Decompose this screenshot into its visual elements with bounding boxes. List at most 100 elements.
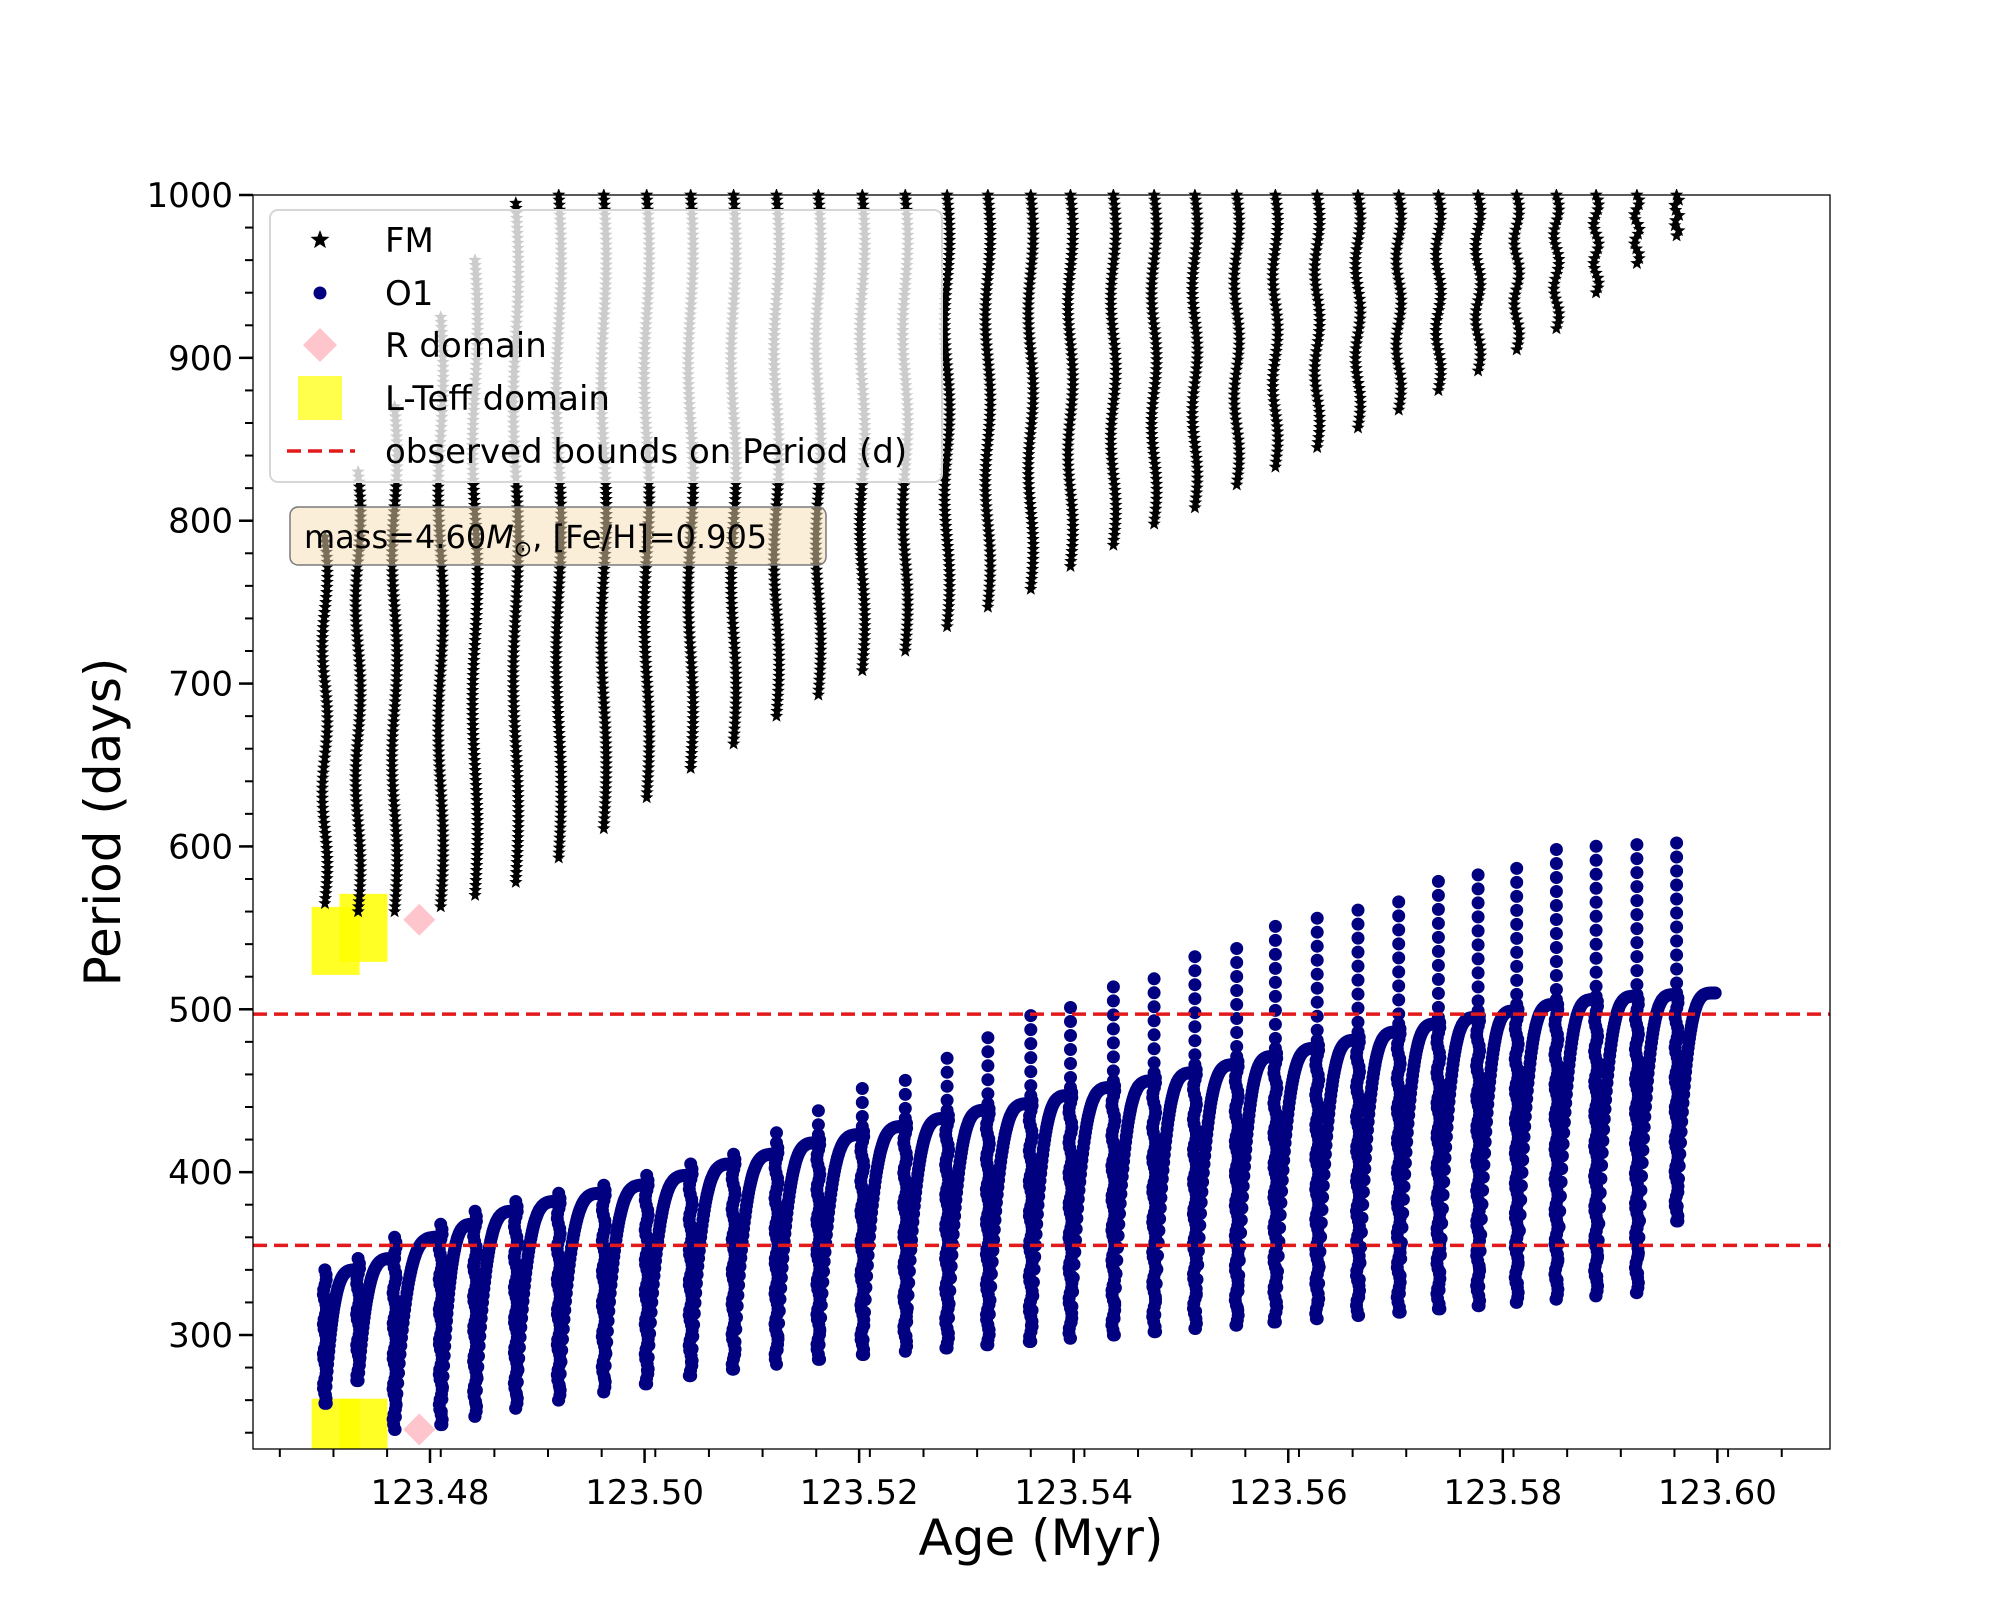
annotation-box: mass=4.60M⊙, [Fe/H]=0.905 bbox=[289, 506, 827, 566]
o1-loop-dots-10 bbox=[725, 1147, 783, 1376]
o1-loop-dots-33 bbox=[1668, 836, 1722, 1228]
y-tick-label: 800 bbox=[168, 502, 233, 542]
fm-loop-stars-19 bbox=[1104, 189, 1123, 551]
annotation-box-background bbox=[289, 506, 827, 566]
fm-loop-stars-21 bbox=[1185, 189, 1205, 514]
fm-loop-stars-23 bbox=[1266, 189, 1285, 473]
o1-loop-24 bbox=[1309, 911, 1365, 1326]
o1-loop-32 bbox=[1628, 838, 1684, 1300]
legend-label: L-Teff domain bbox=[385, 379, 610, 419]
o1-loop-2 bbox=[386, 1230, 448, 1436]
o1-loop-dots-32 bbox=[1628, 838, 1684, 1300]
o1-loop-3 bbox=[432, 1217, 482, 1432]
fm-loop-22 bbox=[1227, 189, 1246, 491]
fm-loop-21 bbox=[1185, 189, 1205, 514]
o1-loop-31 bbox=[1588, 839, 1644, 1303]
o1-loop-12 bbox=[810, 1104, 869, 1366]
fm-loop-19 bbox=[1104, 189, 1123, 551]
o1-loop-33 bbox=[1668, 836, 1722, 1228]
legend-r-domain-diamond-icon bbox=[303, 328, 337, 362]
fm-loop-stars-28 bbox=[1469, 189, 1488, 377]
o1-loop-dots-3 bbox=[432, 1217, 482, 1432]
o1-loop-dots-30 bbox=[1548, 843, 1603, 1306]
fm-loop-stars-22 bbox=[1227, 189, 1246, 491]
fm-loop-32 bbox=[1627, 189, 1647, 270]
o1-loop-dots-4 bbox=[467, 1204, 523, 1423]
x-tick-label: 123.48 bbox=[371, 1473, 490, 1513]
x-tick-label: 123.56 bbox=[1229, 1473, 1348, 1513]
o1-loop-11 bbox=[768, 1126, 825, 1371]
o1-loop-dots-26 bbox=[1390, 895, 1445, 1319]
legend-label: R domain bbox=[385, 326, 547, 366]
o1-loop-dots-17 bbox=[1022, 1009, 1077, 1349]
fm-loop-stars-16 bbox=[978, 189, 997, 613]
y-tick-label: 600 bbox=[168, 827, 233, 867]
fm-loop-stars-26 bbox=[1389, 189, 1408, 416]
o1-loop-14 bbox=[897, 1073, 954, 1358]
o1-loop-dots-16 bbox=[979, 1031, 1038, 1352]
fm-loop-20 bbox=[1145, 189, 1164, 530]
fm-loop-26 bbox=[1389, 189, 1408, 416]
legend-lteff-square-icon bbox=[298, 376, 342, 420]
fm-loop-stars-17 bbox=[1021, 189, 1040, 595]
o1-loop-dots-7 bbox=[595, 1178, 654, 1399]
x-tick-label: 123.58 bbox=[1443, 1473, 1562, 1513]
legend-label: O1 bbox=[385, 274, 433, 314]
legend-label: observed bounds on Period (d) bbox=[385, 432, 907, 472]
legend-box bbox=[269, 209, 943, 483]
fm-loop-stars-30 bbox=[1547, 189, 1566, 335]
y-tick-label: 400 bbox=[168, 1153, 233, 1193]
legend-o1-circle-icon bbox=[313, 286, 327, 300]
o1-loop-dots-29 bbox=[1508, 861, 1563, 1309]
o1-loop-19 bbox=[1105, 980, 1161, 1342]
o1-loop-dots-8 bbox=[638, 1168, 698, 1391]
r-domain-marker-0 bbox=[403, 903, 436, 936]
o1-loop-17 bbox=[1022, 1009, 1077, 1349]
r-domain-marker-1 bbox=[403, 1413, 436, 1446]
o1-loop-15 bbox=[939, 1051, 995, 1355]
o1-loop-25 bbox=[1350, 903, 1406, 1323]
o1-loop-dots-9 bbox=[682, 1157, 741, 1383]
o1-loop-dots-14 bbox=[897, 1073, 954, 1358]
fm-loop-stars-32 bbox=[1627, 189, 1647, 270]
x-tick-label: 123.60 bbox=[1658, 1473, 1777, 1513]
o1-loop-16 bbox=[979, 1031, 1038, 1352]
fm-loop-29 bbox=[1507, 189, 1526, 356]
o1-loop-dots-28 bbox=[1470, 868, 1524, 1313]
o1-loop-18 bbox=[1062, 1001, 1120, 1345]
y-tick-label: 700 bbox=[168, 665, 233, 705]
o1-loop-dots-11 bbox=[768, 1126, 825, 1371]
fm-loop-31 bbox=[1587, 189, 1606, 299]
o1-loop-10 bbox=[725, 1147, 783, 1376]
fm-loop-stars-27 bbox=[1429, 189, 1448, 397]
fm-loop-27 bbox=[1429, 189, 1448, 397]
fm-loop-33 bbox=[1668, 189, 1686, 242]
fm-loop-stars-18 bbox=[1061, 189, 1080, 572]
o1-loop-dots-19 bbox=[1105, 980, 1161, 1342]
fm-loop-stars-31 bbox=[1587, 189, 1606, 299]
x-tick-label: 123.54 bbox=[1014, 1473, 1133, 1513]
fm-loop-stars-33 bbox=[1668, 189, 1686, 242]
fm-loop-stars-25 bbox=[1348, 189, 1368, 434]
annotation-text: mass=4.60M⊙, [Fe/H]=0.905 bbox=[304, 518, 767, 562]
o1-loop-dots-1 bbox=[350, 1252, 402, 1388]
o1-loop-13 bbox=[854, 1082, 912, 1362]
fm-loop-18 bbox=[1061, 189, 1080, 572]
o1-loop-dots-13 bbox=[854, 1082, 912, 1362]
fm-loop-stars-0 bbox=[315, 530, 334, 910]
o1-loop-dots-25 bbox=[1350, 903, 1406, 1323]
o1-loop-dots-23 bbox=[1267, 919, 1324, 1329]
o1-loop-dots-0 bbox=[316, 1263, 365, 1410]
x-tick-label: 123.50 bbox=[585, 1473, 704, 1513]
fm-loop-30 bbox=[1547, 189, 1566, 335]
y-tick-label: 300 bbox=[168, 1316, 233, 1356]
o1-loop-8 bbox=[638, 1168, 698, 1391]
observed-bounds-lines bbox=[253, 1012, 1830, 1248]
fm-loop-23 bbox=[1266, 189, 1285, 473]
o1-loop-dots-22 bbox=[1228, 942, 1282, 1332]
o1-loop-4 bbox=[467, 1204, 523, 1423]
o1-loop-dots-18 bbox=[1062, 1001, 1120, 1345]
x-axis-label: Age (Myr) bbox=[919, 1509, 1164, 1567]
o1-loop-dots-24 bbox=[1309, 911, 1365, 1326]
o1-loop-28 bbox=[1470, 868, 1524, 1313]
